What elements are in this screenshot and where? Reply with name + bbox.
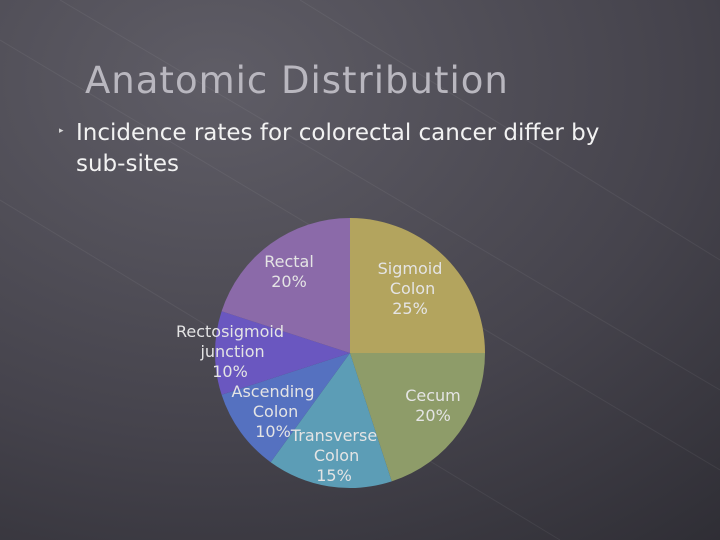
value-label: 20% [271,272,307,291]
pie-slice [350,353,485,482]
slice-label: Cecum [405,386,461,405]
slice-label: Ascending Colon [232,382,315,421]
value-label: 15% [316,466,352,485]
slice-label: Sigmoid Colon [378,259,443,298]
value-label: 20% [415,406,451,425]
slice-label: Rectosigmoid junction [176,322,284,361]
pie-slice [221,218,350,353]
bullet: ▸ [59,126,64,136]
value-label: 10% [212,362,248,381]
pie-slice [350,218,485,353]
slice-label: Transverse Colon [290,426,377,465]
pie-slice [215,311,350,395]
pie-slice [221,353,350,463]
pie-slice [270,353,392,488]
value-label: 25% [392,299,428,318]
title: Anatomic Distribution [85,59,509,102]
slice-label: Rectal [264,252,314,271]
subtitle: Incidence rates for colorectal cancer di… [76,120,599,177]
value-label: 10% [255,422,291,441]
